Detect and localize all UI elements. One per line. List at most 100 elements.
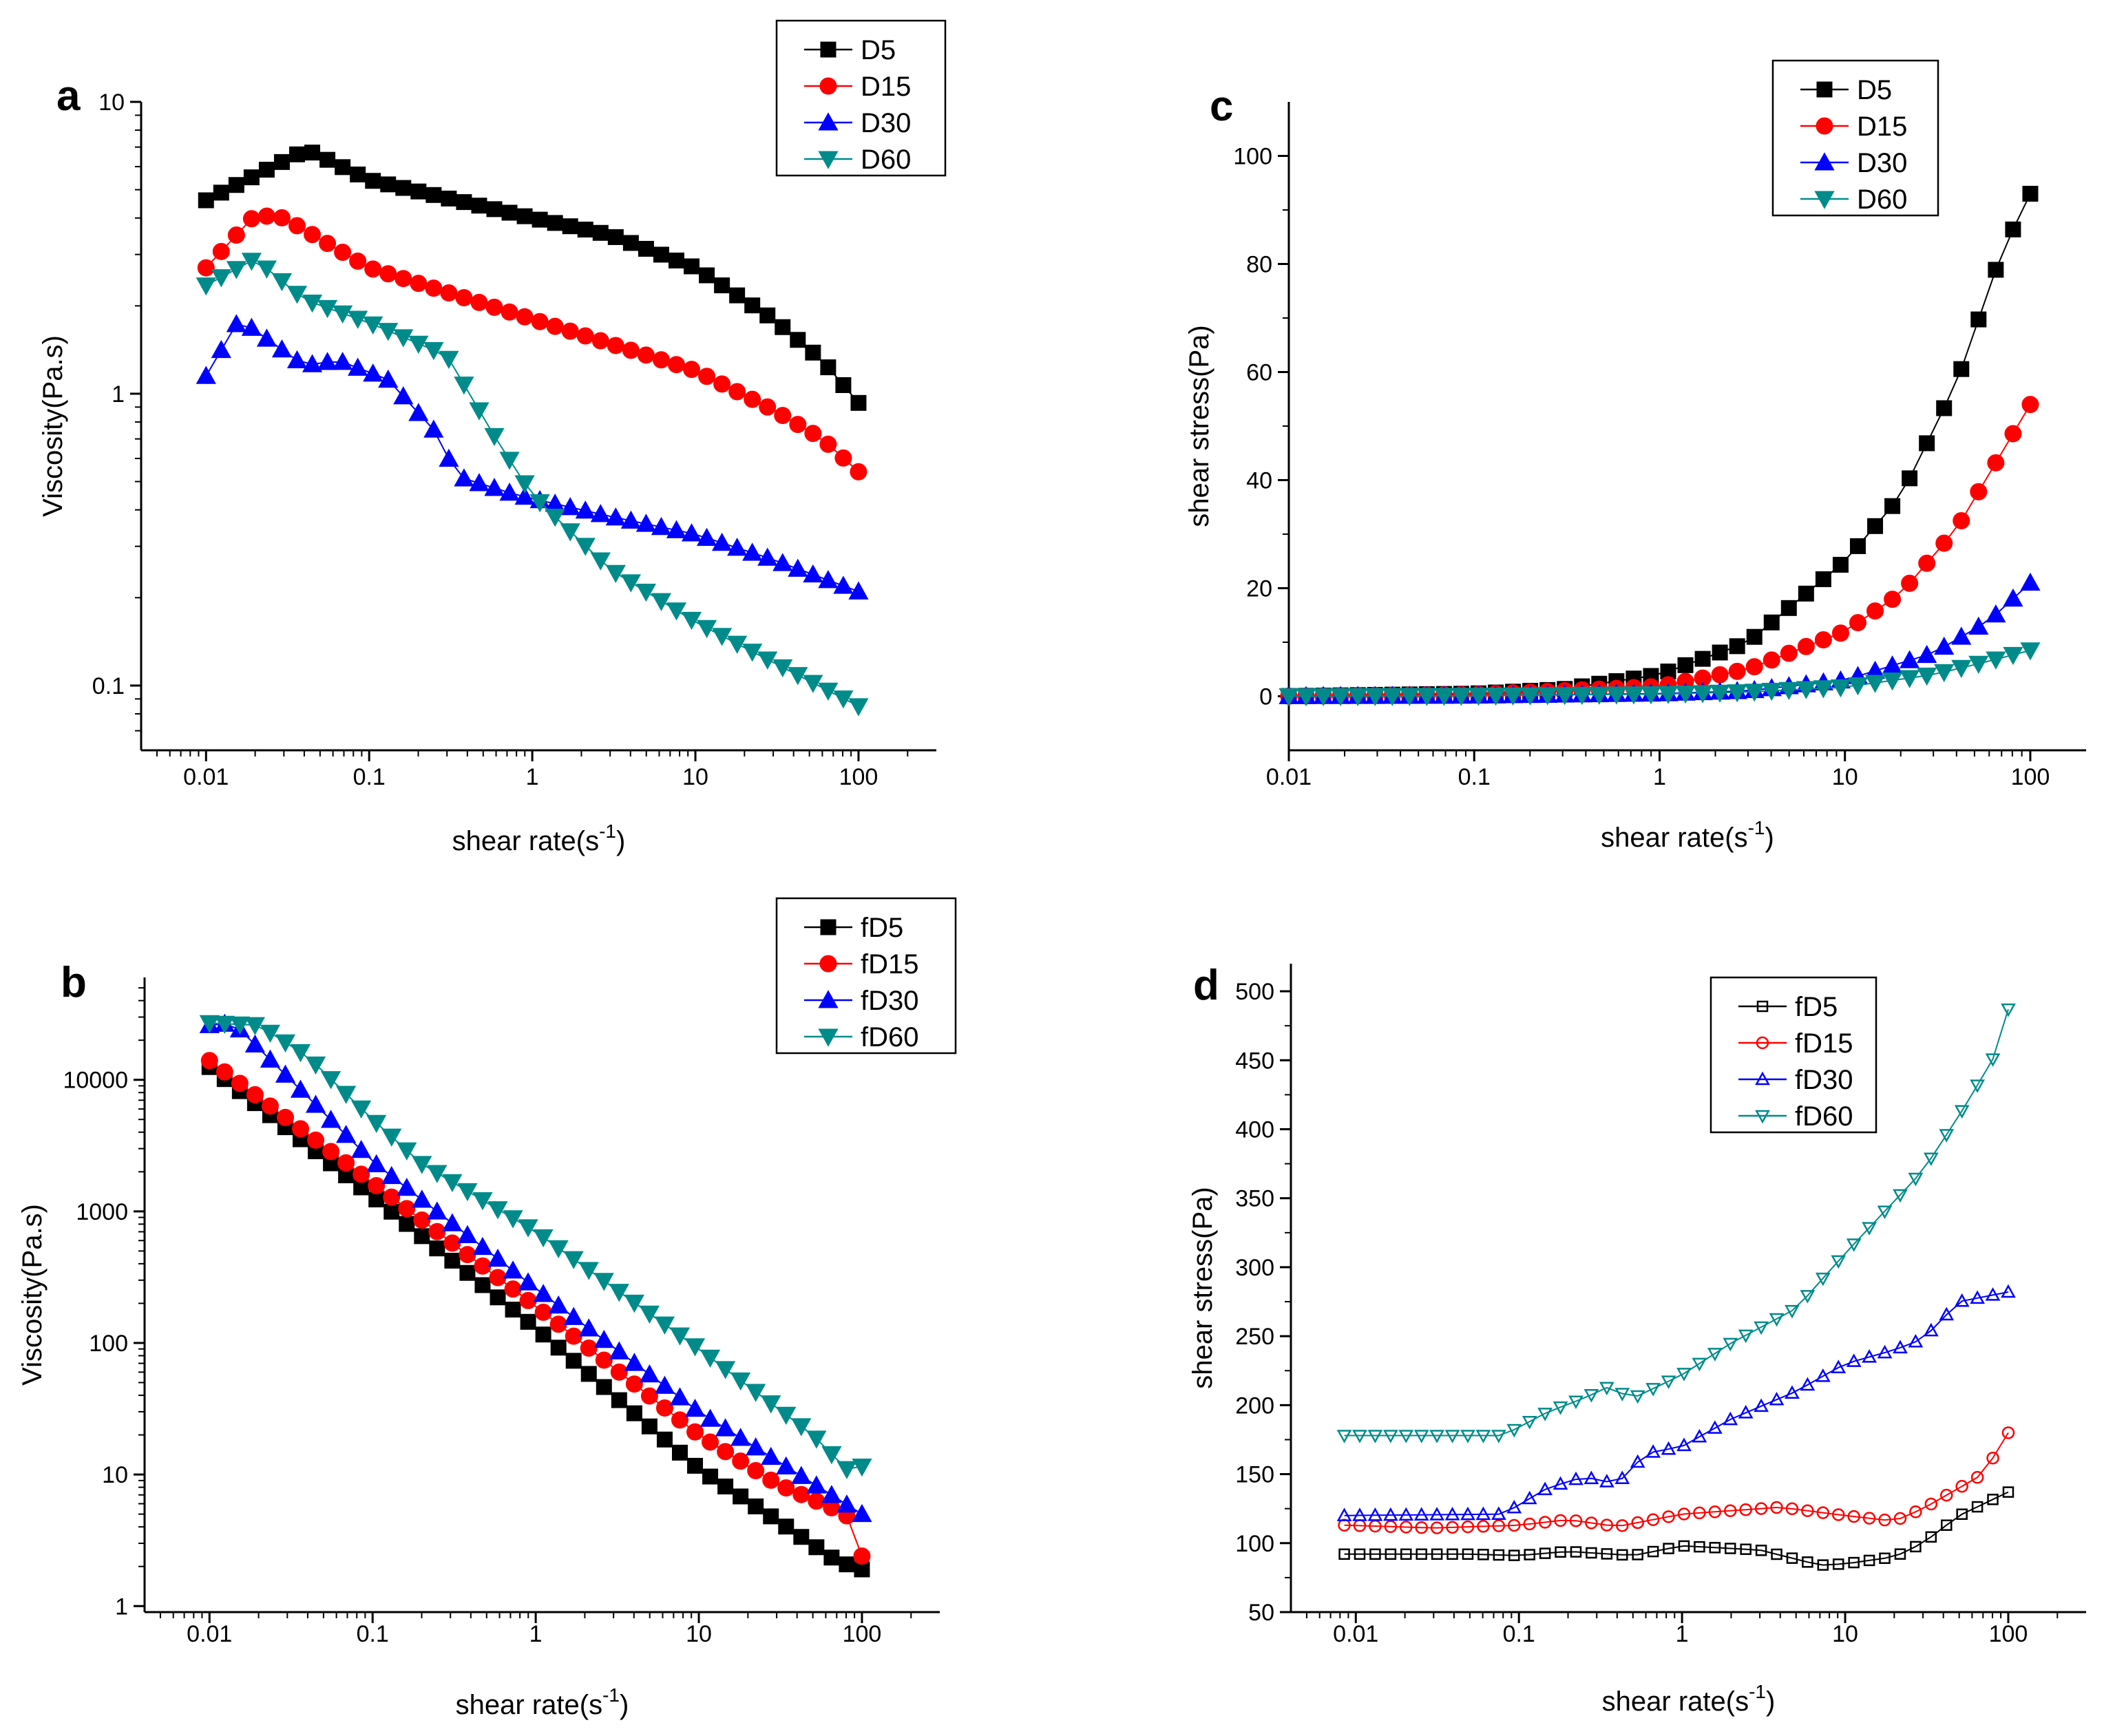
data-point-fD60 bbox=[1908, 1172, 1924, 1187]
series-markers-fD60 bbox=[199, 1015, 872, 1479]
x-axis-title: shear rate(s-1) bbox=[456, 1684, 629, 1720]
data-point-D60 bbox=[241, 253, 262, 271]
data-point-D30 bbox=[575, 500, 596, 519]
data-point-fD30 bbox=[624, 1353, 644, 1371]
y-tick-label: 10 bbox=[102, 1462, 128, 1488]
data-point-D60 bbox=[1606, 686, 1627, 705]
data-point-D30 bbox=[484, 478, 505, 496]
data-point-D30 bbox=[469, 473, 490, 491]
data-point-fD5 bbox=[535, 1326, 551, 1343]
data-point-fD60 bbox=[518, 1219, 538, 1238]
data-point-fD15 bbox=[1430, 1521, 1444, 1534]
legend-box bbox=[775, 897, 957, 1055]
data-point-fD60 bbox=[1553, 1401, 1568, 1415]
legend: D5 D15 D30 D60 bbox=[775, 19, 947, 177]
data-point-fD5 bbox=[839, 1556, 855, 1573]
data-point-fD15 bbox=[1970, 1471, 1984, 1484]
data-point-D60 bbox=[1416, 688, 1437, 706]
data-point-fD15 bbox=[1616, 1519, 1629, 1532]
data-point-fD30 bbox=[684, 1398, 706, 1417]
legend-label-fD30: fD30 bbox=[1795, 1065, 1853, 1095]
data-point-fD5 bbox=[1709, 1542, 1721, 1554]
data-point-D5 bbox=[592, 224, 609, 241]
data-point-fD30 bbox=[320, 1110, 341, 1128]
data-point-D15 bbox=[394, 270, 412, 288]
legend-label-D60: D60 bbox=[861, 145, 911, 175]
series-markers-fD30 bbox=[199, 1013, 872, 1523]
data-point-fD60 bbox=[715, 1361, 736, 1379]
data-point-fD30 bbox=[1444, 1507, 1460, 1521]
data-point-D15 bbox=[1970, 483, 1988, 500]
data-point-fD5 bbox=[1940, 1519, 1953, 1531]
data-point-D15 bbox=[637, 346, 655, 364]
data-point-fD30 bbox=[654, 1375, 675, 1394]
data-point-D60 bbox=[1951, 659, 1972, 679]
y-tick-label: 1 bbox=[115, 1594, 128, 1620]
data-point-D60 bbox=[256, 260, 277, 279]
y-axis-title: Viscosity(Pa.s) bbox=[38, 335, 68, 517]
data-point-fD30 bbox=[305, 1094, 326, 1113]
data-point-D60 bbox=[286, 286, 308, 304]
legend-label-fD15: fD15 bbox=[1795, 1028, 1853, 1059]
data-point-D15 bbox=[819, 435, 837, 453]
data-point-D60 bbox=[727, 635, 748, 654]
data-point-fD5 bbox=[474, 1277, 491, 1293]
data-point-fD15 bbox=[640, 1387, 658, 1405]
data-point-fD30 bbox=[1661, 1441, 1676, 1455]
data-point-fD30 bbox=[852, 1503, 872, 1523]
legend-label-D15: D15 bbox=[1857, 112, 1907, 142]
data-point-D5 bbox=[1815, 571, 1831, 587]
data-point-fD30 bbox=[548, 1295, 569, 1314]
data-point-fD30 bbox=[1599, 1474, 1614, 1488]
data-point-fD15 bbox=[1646, 1513, 1660, 1526]
data-point-fD15 bbox=[610, 1363, 628, 1381]
data-point-fD60 bbox=[837, 1461, 857, 1479]
data-point-fD60 bbox=[1800, 1290, 1816, 1304]
data-point-D60 bbox=[333, 305, 353, 324]
data-point-fD60 bbox=[199, 1015, 220, 1034]
data-point-D15 bbox=[455, 288, 473, 306]
data-point-D5 bbox=[653, 246, 669, 263]
data-point-fD30 bbox=[290, 1079, 311, 1098]
data-point-fD60 bbox=[669, 1327, 691, 1346]
data-point-fD15 bbox=[2001, 1426, 2015, 1439]
data-point-D15 bbox=[667, 356, 685, 374]
data-point-fD5 bbox=[1833, 1558, 1844, 1570]
data-point-fD60 bbox=[1923, 1152, 1939, 1167]
data-point-fD30 bbox=[472, 1236, 493, 1256]
data-point-fD60 bbox=[548, 1240, 569, 1259]
data-point-D5 bbox=[273, 154, 290, 170]
data-point-fD30 bbox=[442, 1213, 463, 1231]
data-point-fD60 bbox=[305, 1056, 326, 1075]
data-point-fD60 bbox=[366, 1114, 387, 1134]
data-point-fD5 bbox=[733, 1488, 749, 1505]
data-point-fD60 bbox=[1429, 1430, 1445, 1443]
data-point-fD60 bbox=[761, 1395, 781, 1414]
data-point-fD60 bbox=[1506, 1423, 1522, 1438]
data-point-D30 bbox=[560, 497, 580, 516]
data-point-fD15 bbox=[792, 1485, 810, 1503]
series-line-fD30 bbox=[1344, 1291, 2009, 1516]
data-point-fD5 bbox=[1539, 1547, 1551, 1559]
data-point-D15 bbox=[1780, 644, 1798, 662]
data-point-D30 bbox=[454, 468, 474, 487]
data-point-D15 bbox=[349, 252, 367, 270]
legend-marker-D5 bbox=[1816, 81, 1833, 98]
series-markers-D5 bbox=[198, 145, 867, 411]
data-point-fD5 bbox=[793, 1529, 810, 1545]
data-point-fD15 bbox=[853, 1547, 871, 1565]
data-point-D60 bbox=[1623, 686, 1644, 705]
data-point-D30 bbox=[408, 403, 429, 421]
data-point-fD15 bbox=[1554, 1514, 1567, 1527]
data-point-fD60 bbox=[1785, 1304, 1800, 1319]
data-point-D15 bbox=[1884, 591, 1902, 608]
data-point-fD15 bbox=[717, 1443, 735, 1461]
data-point-D30 bbox=[196, 366, 216, 384]
legend-label-fD60: fD60 bbox=[861, 1022, 919, 1052]
data-point-D60 bbox=[1279, 688, 1299, 707]
data-point-fD15 bbox=[1878, 1513, 1891, 1527]
data-point-D30 bbox=[757, 547, 778, 566]
data-point-fD60 bbox=[1460, 1430, 1475, 1443]
data-point-D60 bbox=[1968, 655, 1989, 674]
legend-marker-fD15 bbox=[1756, 1036, 1769, 1050]
